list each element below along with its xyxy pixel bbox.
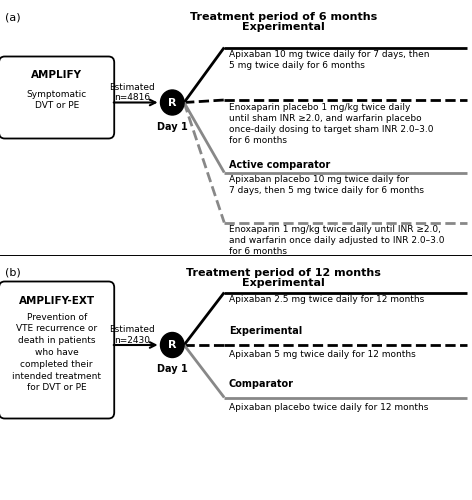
Text: AMPLIFY-EXT: AMPLIFY-EXT	[18, 296, 95, 306]
Text: AMPLIFY: AMPLIFY	[31, 70, 82, 81]
Text: Active comparator: Active comparator	[229, 160, 330, 170]
Text: Experimental: Experimental	[229, 326, 302, 336]
Text: R: R	[168, 98, 177, 108]
Text: Apixaban 10 mg twice daily for 7 days, then
5 mg twice daily for 6 months: Apixaban 10 mg twice daily for 7 days, t…	[229, 50, 430, 70]
Text: Treatment period of 12 months: Treatment period of 12 months	[186, 268, 380, 278]
FancyBboxPatch shape	[0, 282, 114, 418]
Text: Estimated
n=2430: Estimated n=2430	[110, 326, 155, 344]
Text: Apixaban placebo 10 mg twice daily for
7 days, then 5 mg twice daily for 6 month: Apixaban placebo 10 mg twice daily for 7…	[229, 175, 424, 195]
Text: Symptomatic
DVT or PE: Symptomatic DVT or PE	[26, 90, 87, 110]
Text: Enoxaparin placebo 1 mg/kg twice daily
until sham INR ≥2.0, and warfarin placebo: Enoxaparin placebo 1 mg/kg twice daily u…	[229, 102, 433, 145]
Text: Experimental: Experimental	[242, 22, 325, 32]
Text: Day 1: Day 1	[157, 122, 188, 132]
Text: Treatment period of 6 months: Treatment period of 6 months	[190, 12, 377, 22]
Text: (b): (b)	[5, 268, 20, 278]
Text: Day 1: Day 1	[157, 364, 188, 374]
Text: Enoxaparin 1 mg/kg twice daily until INR ≥2.0,
and warfarin once daily adjusted : Enoxaparin 1 mg/kg twice daily until INR…	[229, 225, 445, 256]
Text: Apixaban 5 mg twice daily for 12 months: Apixaban 5 mg twice daily for 12 months	[229, 350, 416, 359]
FancyBboxPatch shape	[0, 56, 114, 138]
Text: Prevention of
VTE recurrence or
death in patients
who have
completed their
inten: Prevention of VTE recurrence or death in…	[12, 312, 101, 392]
Text: Experimental: Experimental	[242, 278, 325, 287]
Text: (a): (a)	[5, 12, 20, 22]
Text: Estimated
n=4816: Estimated n=4816	[110, 83, 155, 102]
Text: Apixaban placebo twice daily for 12 months: Apixaban placebo twice daily for 12 mont…	[229, 402, 428, 411]
Text: Comparator: Comparator	[229, 379, 294, 389]
Text: R: R	[168, 340, 177, 350]
Circle shape	[160, 332, 184, 357]
Circle shape	[160, 90, 184, 115]
Text: Apixaban 2.5 mg twice daily for 12 months: Apixaban 2.5 mg twice daily for 12 month…	[229, 295, 424, 304]
